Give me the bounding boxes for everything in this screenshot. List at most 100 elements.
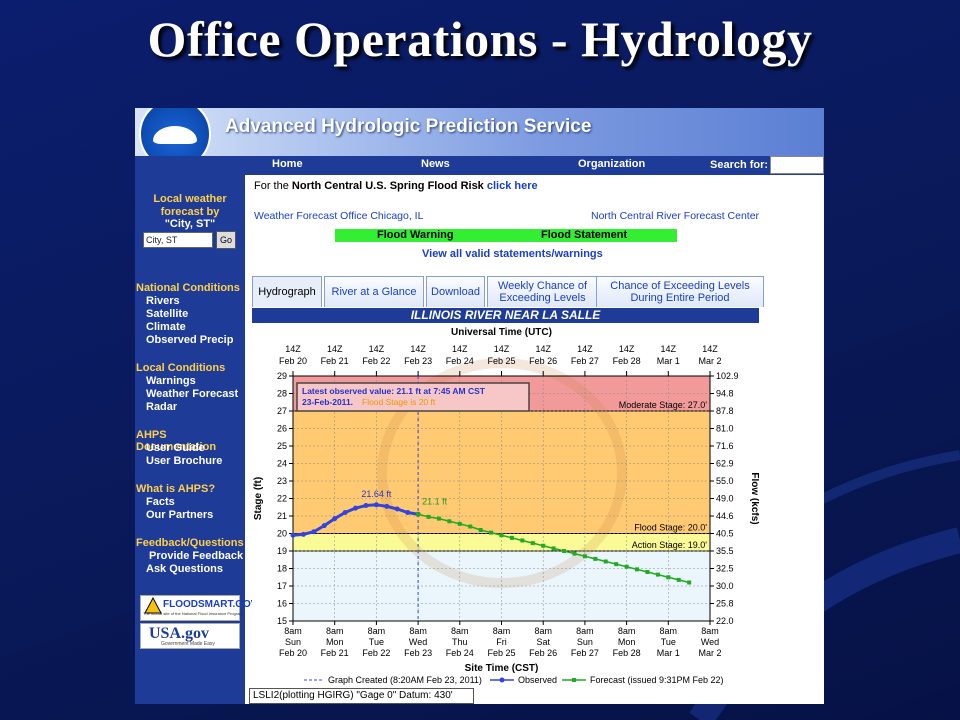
- ahps-docs-heading: AHPS Documentation: [136, 429, 217, 453]
- sidebar-item-facts[interactable]: Facts: [146, 496, 175, 508]
- top-tick-time-3: 14Z: [410, 344, 426, 354]
- y-tick-label-13: 28: [277, 389, 287, 399]
- forecast-point-26: [687, 580, 692, 585]
- forecast-point-24: [666, 575, 671, 580]
- y-tick-label-14: 29: [277, 371, 287, 381]
- spring-flood-link[interactable]: click here: [486, 180, 538, 192]
- peak-label: 21.64 ft: [361, 489, 392, 499]
- forecast-point-20: [624, 564, 629, 569]
- sidebar-item-user-brochure[interactable]: User Brochure: [146, 455, 223, 467]
- sidebar-item-ask-questions[interactable]: Ask Questions: [146, 563, 224, 575]
- bottom-tick-date-2: Feb 22: [362, 648, 390, 658]
- go-button[interactable]: Go: [216, 231, 236, 249]
- bottom-tick-day-3: Wed: [409, 637, 427, 647]
- sidebar-item-rivers[interactable]: Rivers: [146, 295, 180, 307]
- tab-river-at-a-glance[interactable]: River at a Glance: [324, 276, 424, 307]
- flood-warning-link[interactable]: Flood Warning: [377, 229, 454, 241]
- y2-axis-label: Flow (kcfs): [749, 472, 759, 524]
- forecast-point-0: [416, 512, 421, 517]
- forecast-point-3: [447, 519, 452, 524]
- city-input[interactable]: City, ST: [143, 232, 213, 248]
- bottom-tick-time-9: 8am: [660, 626, 678, 636]
- forecast-point-15: [572, 551, 577, 556]
- y-tick-label-2: 17: [277, 581, 287, 591]
- forecast-point-6: [478, 528, 483, 532]
- sidebar-item-weather-forecast[interactable]: Weather Forecast: [146, 388, 239, 400]
- search-input[interactable]: [770, 156, 824, 174]
- legend-observed-dot: [499, 677, 505, 683]
- bottom-tick-day-5: Fri: [496, 637, 507, 647]
- y2-tick-label-13: 94.8: [716, 389, 734, 399]
- observed-point-5: [342, 510, 348, 515]
- ahps-banner: Advanced Hydrologic Prediction Service: [135, 108, 824, 170]
- top-tick-date-2: Feb 22: [362, 356, 390, 366]
- sidebar-item-observed-precip[interactable]: Observed Precip: [146, 334, 234, 346]
- y-tick-label-10: 25: [277, 441, 287, 451]
- tab-hydrograph-label: Hydrograph: [258, 286, 316, 298]
- usagov-badge[interactable]: USA.gov Government Made Easy: [140, 623, 240, 649]
- y-tick-label-1: 16: [277, 599, 287, 609]
- floodsmart-badge[interactable]: FLOODSMART.GOV The official site of the …: [140, 595, 257, 621]
- tab-download[interactable]: Download: [426, 276, 485, 307]
- sidebar-item-provide-feedback[interactable]: Provide Feedback: [149, 550, 244, 562]
- forecast-point-10: [520, 538, 525, 543]
- warning-triangle-icon: [144, 597, 162, 614]
- spring-flood-notice: For the North Central U.S. Spring Flood …: [254, 180, 538, 192]
- y2-tick-label-1: 25.8: [716, 599, 734, 609]
- observed-point-7: [363, 503, 369, 508]
- sidebar-item-climate[interactable]: Climate: [146, 321, 186, 333]
- sidebar-item-radar[interactable]: Radar: [146, 401, 178, 413]
- rfc-link[interactable]: North Central River Forecast Center: [591, 210, 760, 222]
- usagov-text: USA.gov: [149, 625, 210, 642]
- y-tick-label-0: 15: [277, 616, 287, 626]
- observed-point-8: [373, 502, 379, 508]
- top-tick-time-7: 14Z: [577, 344, 593, 354]
- search-label: Search for:: [710, 159, 769, 171]
- top-tick-date-8: Feb 28: [613, 356, 641, 366]
- bottom-tick-day-4: Thu: [452, 637, 468, 647]
- y-tick-label-9: 24: [277, 459, 287, 469]
- forecast-point-17: [593, 556, 598, 561]
- forecast-point-22: [645, 570, 650, 574]
- bottom-tick-date-1: Feb 21: [321, 648, 349, 658]
- top-tick-time-10: 14Z: [702, 344, 718, 354]
- top-tick-date-5: Feb 25: [487, 356, 515, 366]
- forecast-point-2: [436, 516, 441, 521]
- nav-organization[interactable]: Organization: [578, 158, 646, 170]
- top-axis-label: Universal Time (UTC): [451, 327, 552, 338]
- observed-point-0: [290, 532, 296, 538]
- sidebar-item-warnings[interactable]: Warnings: [146, 375, 196, 387]
- y2-tick-label-6: 44.6: [716, 511, 734, 521]
- sidebar-item-our-partners[interactable]: Our Partners: [146, 509, 214, 521]
- top-tick-date-1: Feb 21: [321, 356, 349, 366]
- sidebar-item-user-guide[interactable]: User Guide: [146, 442, 205, 454]
- y2-tick-label-12: 87.8: [716, 406, 734, 416]
- bottom-tick-time-1: 8am: [326, 626, 344, 636]
- stage-label-2: Action Stage: 19.0': [632, 540, 708, 550]
- action-stage-band: [293, 533, 710, 551]
- current-label: 21.1 ft: [422, 496, 448, 506]
- nav-news[interactable]: News: [421, 158, 450, 170]
- spring-flood-prefix: For the: [254, 180, 292, 192]
- top-tick-date-3: Feb 23: [404, 356, 432, 366]
- y2-tick-label-14: 102.9: [716, 371, 739, 381]
- legend-forecast: Forecast (issued 9:31PM Feb 22): [590, 675, 724, 685]
- top-tick-time-0: 14Z: [285, 344, 301, 354]
- tab-weekly-chance[interactable]: Weekly Chance of Exceeding Levels: [487, 276, 598, 307]
- bottom-tick-day-7: Sun: [577, 637, 593, 647]
- flood-statement-link[interactable]: Flood Statement: [541, 229, 628, 241]
- view-all-statements-link[interactable]: View all valid statements/warnings: [422, 248, 603, 260]
- tab-weekly-chance-label: Weekly Chance of Exceeding Levels: [497, 280, 588, 304]
- top-tick-date-0: Feb 20: [279, 356, 307, 366]
- y2-tick-label-3: 32.5: [716, 564, 734, 574]
- tab-download-label: Download: [431, 286, 480, 298]
- river-title: ILLINOIS RIVER NEAR LA SALLE: [252, 308, 759, 323]
- tab-entire-period-chance[interactable]: Chance of Exceeding Levels During Entire…: [596, 276, 764, 307]
- sidebar-item-satellite[interactable]: Satellite: [146, 308, 189, 320]
- usagov-subtext: Government Made Easy: [161, 641, 215, 647]
- wfo-link[interactable]: Weather Forecast Office Chicago, IL: [254, 210, 424, 222]
- y-tick-label-11: 26: [277, 424, 287, 434]
- bottom-tick-time-10: 8am: [701, 626, 719, 636]
- nav-home[interactable]: Home: [272, 158, 303, 170]
- tab-hydrograph[interactable]: Hydrograph: [252, 276, 322, 307]
